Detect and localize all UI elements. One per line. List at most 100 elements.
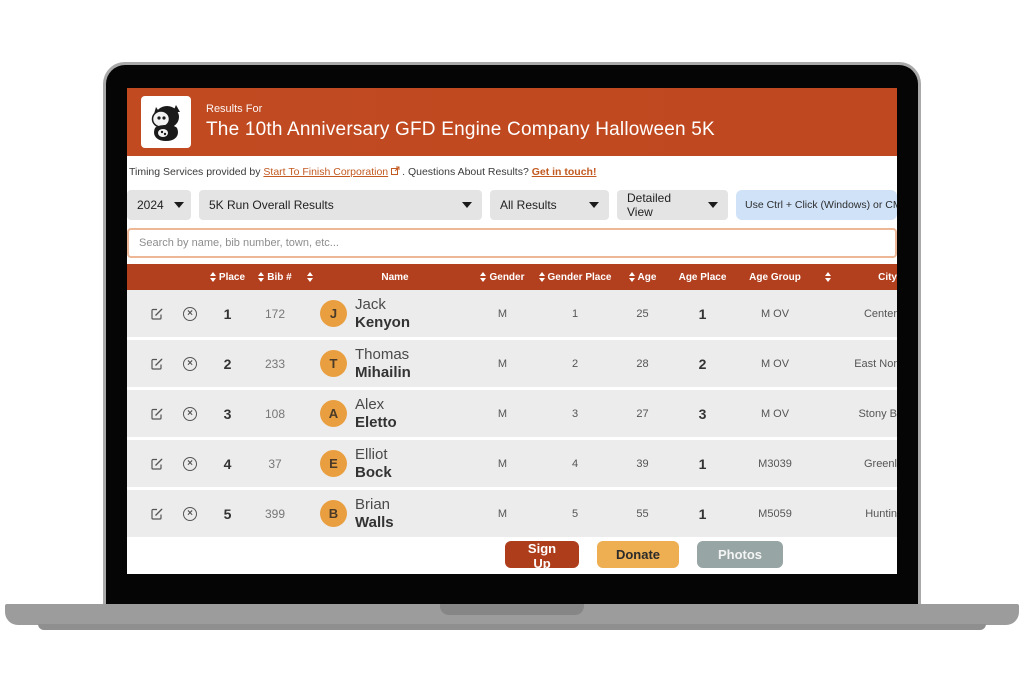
city-cell: Stony B <box>858 407 897 420</box>
col-gender-place[interactable]: Gender Place <box>547 271 612 283</box>
age-cell: 55 <box>636 507 649 520</box>
remove-row-button[interactable]: × <box>175 506 205 521</box>
view-mode-dropdown[interactable]: Detailed View <box>617 190 728 220</box>
bib-cell: 233 <box>264 356 286 371</box>
sort-icon[interactable] <box>480 272 487 282</box>
col-gender[interactable]: Gender <box>489 271 525 283</box>
edit-row-button[interactable] <box>139 507 175 521</box>
edit-row-button[interactable] <box>139 307 175 321</box>
table-row: × 5 399 B Brian Walls M 5 55 1 M5059 <box>127 490 897 540</box>
avatar: B <box>320 500 347 527</box>
first-name: Brian <box>355 496 391 514</box>
footer-actions: Sign Up Donate Photos <box>127 541 897 571</box>
name-cell: A Alex Eletto <box>320 396 470 431</box>
name-cell: T Thomas Mihailin <box>320 346 470 381</box>
col-place[interactable]: Place <box>218 271 246 283</box>
gender-place-cell: 2 <box>571 357 579 370</box>
race-dropdown-value: 5K Run Overall Results <box>209 198 334 212</box>
controls-row: 2024 5K Run Overall Results All Results … <box>127 190 897 220</box>
table-body: × 1 172 J Jack Kenyon M 1 25 1 M OV <box>127 290 897 540</box>
col-age-place[interactable]: Age Place <box>678 271 727 283</box>
sign-up-button[interactable]: Sign Up <box>505 541 579 571</box>
remove-row-button[interactable]: × <box>175 306 205 321</box>
remove-row-button[interactable]: × <box>175 406 205 421</box>
contact-link[interactable]: Get in touch! <box>531 166 597 178</box>
first-name: Jack <box>355 296 386 314</box>
caret-down-icon <box>462 202 472 208</box>
race-dropdown[interactable]: 5K Run Overall Results <box>199 190 482 220</box>
col-age[interactable]: Age <box>637 271 657 283</box>
edit-row-button[interactable] <box>139 407 175 421</box>
name-cell: B Brian Walls <box>320 496 470 531</box>
age-group-cell: M3039 <box>758 457 792 470</box>
age-cell: 28 <box>636 357 649 370</box>
circle-x-icon: × <box>183 306 197 321</box>
sort-icon[interactable] <box>307 272 313 282</box>
age-group-cell: M OV <box>760 407 790 420</box>
circle-x-icon: × <box>183 356 197 371</box>
info-prefix: Timing Services provided by <box>129 166 264 178</box>
city-cell: Greenl <box>863 457 897 470</box>
external-link-icon <box>391 166 400 178</box>
table-row: × 3 108 A Alex Eletto M 3 27 3 M OV <box>127 390 897 440</box>
sort-icon[interactable] <box>824 272 831 282</box>
col-bib[interactable]: Bib # <box>267 271 292 283</box>
remove-row-button[interactable]: × <box>175 356 205 371</box>
edit-pencil-icon <box>151 458 163 470</box>
last-name: Eletto <box>355 413 397 431</box>
bib-cell: 399 <box>264 506 286 521</box>
year-dropdown[interactable]: 2024 <box>127 190 191 220</box>
name-cell: E Elliot Bock <box>320 446 470 481</box>
remove-row-button[interactable]: × <box>175 456 205 471</box>
age-place-cell: 2 <box>698 355 707 372</box>
last-name: Walls <box>355 513 394 531</box>
search-input[interactable] <box>127 228 897 258</box>
mascot-logo-icon <box>151 105 180 141</box>
donate-button[interactable]: Donate <box>597 541 679 568</box>
gender-cell: M <box>497 507 508 520</box>
city-cell: East Nor <box>854 357 897 370</box>
view-mode-value: Detailed View <box>627 191 672 219</box>
results-page: Results For The 10th Anniversary GFD Eng… <box>127 88 897 574</box>
bib-cell: 172 <box>264 306 286 321</box>
gender-place-cell: 3 <box>571 407 579 420</box>
age-place-cell: 1 <box>698 505 707 522</box>
edit-pencil-icon <box>151 358 163 370</box>
last-name: Bock <box>355 463 392 481</box>
results-filter-dropdown[interactable]: All Results <box>490 190 609 220</box>
edit-pencil-icon <box>151 508 163 520</box>
provider-link[interactable]: Start To Finish Corporation <box>263 166 389 178</box>
header-banner: Results For The 10th Anniversary GFD Eng… <box>127 88 897 156</box>
photos-button[interactable]: Photos <box>697 541 783 568</box>
caret-down-icon <box>708 202 718 208</box>
info-middle: . Questions About Results? <box>402 166 532 178</box>
age-cell: 39 <box>636 457 649 470</box>
edit-pencil-icon <box>151 308 163 320</box>
edit-row-button[interactable] <box>139 357 175 371</box>
caret-down-icon <box>589 202 599 208</box>
col-name[interactable]: Name <box>381 271 409 283</box>
city-cell: Center <box>863 307 897 320</box>
edit-row-button[interactable] <box>139 457 175 471</box>
circle-x-icon: × <box>183 506 197 521</box>
col-city[interactable]: City <box>878 271 897 283</box>
gender-cell: M <box>497 357 508 370</box>
table-row: × 4 37 E Elliot Bock M 4 39 1 M3039 <box>127 440 897 490</box>
results-filter-value: All Results <box>500 198 557 212</box>
col-age-group[interactable]: Age Group <box>749 271 801 283</box>
gender-place-cell: 1 <box>571 307 579 320</box>
sort-icon[interactable] <box>258 272 265 282</box>
avatar: E <box>320 450 347 477</box>
age-group-cell: M OV <box>760 357 790 370</box>
sort-icon[interactable] <box>628 272 635 282</box>
sort-icon[interactable] <box>209 272 216 282</box>
multi-select-hint: Use Ctrl + Click (Windows) or CM <box>736 190 897 220</box>
first-name: Elliot <box>355 446 388 464</box>
laptop-notch <box>440 604 584 615</box>
circle-x-icon: × <box>183 456 197 471</box>
laptop-base-lip <box>38 624 986 630</box>
sort-icon[interactable] <box>538 272 545 282</box>
age-group-cell: M OV <box>760 307 790 320</box>
bib-cell: 37 <box>268 456 282 471</box>
